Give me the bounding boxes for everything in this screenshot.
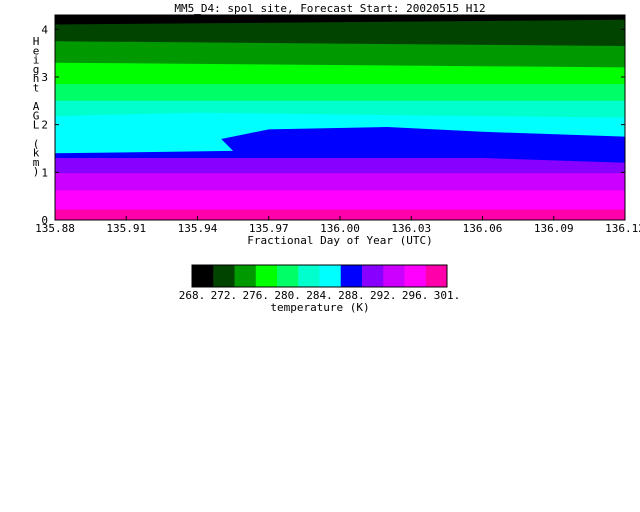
colorbar-tick-label: 296. xyxy=(402,289,429,302)
colorbar: 268. 272. 276. 280. 284. 288. 292. 296. 301. xyxy=(179,264,461,302)
colorbar-tick-label: 292. xyxy=(370,289,397,302)
y-tick-label: 0 xyxy=(41,214,48,227)
y-axis-label-char: ) xyxy=(33,165,40,178)
x-axis-ticks: 135.88 135.91 135.94 135.97 136.00 136.03 136.… xyxy=(35,15,640,235)
colorbar-swatch xyxy=(362,265,384,287)
colorbar-tick-label: 301. xyxy=(434,289,461,302)
y-axis-label-char: h xyxy=(33,72,40,85)
colorbar-swatch xyxy=(404,265,427,287)
y-axis-label-char: H xyxy=(33,35,40,48)
y-tick-label: 1 xyxy=(41,166,48,179)
y-axis-label-char: t xyxy=(33,82,40,95)
x-tick-label: 135.91 xyxy=(106,222,146,235)
y-axis-label-char: ( xyxy=(33,137,40,150)
y-axis-label-char: L xyxy=(33,119,40,132)
colorbar-label: temperature (K) xyxy=(270,301,369,314)
colorbar-tick-label: 272. xyxy=(211,289,238,302)
colorbar-swatch xyxy=(277,265,299,287)
y-tick-label: 4 xyxy=(41,23,48,36)
x-tick-label: 136.03 xyxy=(391,222,431,235)
y-axis-label-char: i xyxy=(33,54,40,67)
y-tick-label: 3 xyxy=(41,71,48,84)
y-axis-label-char: e xyxy=(33,44,40,57)
y-axis-label-char: A xyxy=(33,100,40,113)
x-tick-label: 136.06 xyxy=(463,222,503,235)
colorbar-swatch xyxy=(383,265,405,287)
colorbar-swatch xyxy=(319,265,342,287)
colorbar-swatch xyxy=(213,265,235,287)
colorbar-tick-label: 288. xyxy=(338,289,365,302)
colorbar-tick-label: 268. xyxy=(179,289,206,302)
x-tick-label: 135.94 xyxy=(178,222,218,235)
x-tick-label: 136.00 xyxy=(320,222,360,235)
colorbar-tick-label: 280. xyxy=(274,289,301,302)
x-tick-label: 136.12 xyxy=(605,222,640,235)
y-axis-label-char: g xyxy=(33,63,40,76)
colorbar-tick-label: 284. xyxy=(306,289,333,302)
y-tick-label: 2 xyxy=(41,119,48,132)
y-axis-label-char: k xyxy=(33,147,40,160)
colorbar-swatch xyxy=(425,265,448,287)
temperature-bands xyxy=(55,15,625,221)
colorbar-swatch xyxy=(298,265,320,287)
colorbar-frame xyxy=(191,264,448,288)
y-axis-label-char: m xyxy=(33,156,40,169)
x-axis-label: Fractional Day of Year (UTC) xyxy=(247,234,432,247)
x-tick-label: 136.09 xyxy=(534,222,574,235)
colorbar-swatch xyxy=(234,265,257,287)
colorbar-swatch xyxy=(192,265,214,287)
chart-title: MM5_D4: spol site, Forecast Start: 20020… xyxy=(174,2,485,15)
colorbar-tick-label: 276. xyxy=(243,289,270,302)
y-axis-ticks: 0 1 2 3 4 xyxy=(41,23,625,227)
colorbar-swatch xyxy=(255,265,278,287)
y-axis-label-char: G xyxy=(33,109,40,122)
x-tick-label: 135.88 xyxy=(35,222,75,235)
colorbar-swatch xyxy=(340,265,363,287)
x-tick-label: 135.97 xyxy=(249,222,289,235)
